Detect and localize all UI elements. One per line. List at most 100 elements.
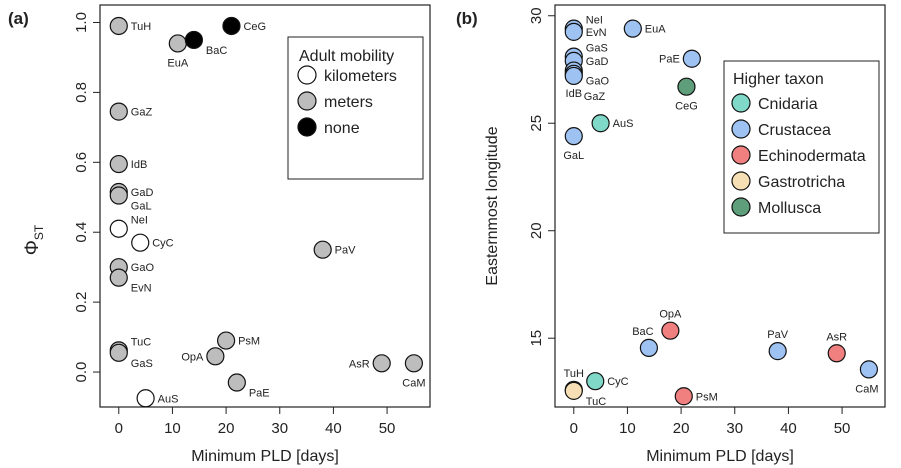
point-label-tuh: TuH <box>131 21 151 33</box>
x-tick-label: 40 <box>780 420 797 437</box>
legend-label-mollusca: Mollusca <box>758 200 821 217</box>
x-tick-label: 50 <box>834 420 851 437</box>
panel-a: (a) 0 10 20 30 40 50 0.0 0.2 0.4 0.6 0.8 1.0 Minim… <box>8 4 431 465</box>
point-aus <box>136 389 155 408</box>
point-ceg <box>222 16 241 36</box>
point-label-evn: EvN <box>586 27 607 39</box>
legend-swatch-cnidaria <box>731 93 751 113</box>
point-label-aus: AuS <box>158 393 179 405</box>
point-cam <box>404 354 424 373</box>
x-axis-b: 0 10 20 30 40 50 <box>570 406 851 437</box>
x-tick-label: 20 <box>673 420 690 437</box>
point-evn <box>109 268 128 287</box>
point-label-gad: GaD <box>586 56 609 68</box>
point-label-cam: CaM <box>402 377 425 389</box>
y-axis-b: 15 20 25 30 <box>528 7 555 347</box>
x-tick-label: 10 <box>619 420 636 437</box>
legend-entries-a: kilometers meters none <box>297 65 397 137</box>
point-label-psm: PsM <box>696 391 718 403</box>
legend-swatch-mollusca <box>731 197 751 217</box>
point-opa <box>206 347 225 366</box>
point-label-gas: GaS <box>586 43 608 55</box>
y-tick-label: 1.0 <box>73 12 90 33</box>
y-tick-label: 20 <box>528 222 545 239</box>
y-tick-label: 15 <box>528 330 545 347</box>
legend-swatch-meters <box>297 91 317 111</box>
x-tick-label: 0 <box>115 420 123 437</box>
point-label-opa: OpA <box>659 309 682 321</box>
legend-label-none: none <box>324 120 360 137</box>
x-tick-label: 30 <box>726 420 743 437</box>
point-label-opa: OpA <box>181 351 204 363</box>
point-cyc <box>131 233 150 252</box>
point-tuc <box>564 381 583 400</box>
point-label-pae: PaE <box>659 54 680 66</box>
point-label-tuc: TuC <box>131 336 151 348</box>
point-label-ceg: CeG <box>243 21 266 33</box>
legend-label-echinodermata: Echinodermata <box>758 148 866 165</box>
point-label-asr: AsR <box>826 331 847 343</box>
point-pav <box>313 240 332 259</box>
legend-label-crustacea: Crustacea <box>758 122 831 139</box>
point-label-ceg: CeG <box>675 101 698 113</box>
point-label-nei: NeI <box>131 215 148 227</box>
y-tick-label: 0.8 <box>73 82 90 103</box>
x-axis-a: 0 10 20 30 40 50 <box>115 406 395 437</box>
legend-label-meters: meters <box>324 94 373 111</box>
point-asr <box>827 344 846 363</box>
point-label-idb: IdB <box>566 88 583 100</box>
point-label-pav: PaV <box>767 329 788 341</box>
panel-b-tag: (b) <box>456 9 478 28</box>
point-label-tuh: TuH <box>564 368 584 380</box>
point-label-eua: EuA <box>167 57 188 69</box>
point-evn <box>564 22 583 41</box>
point-label-evn: EvN <box>131 283 152 295</box>
legend-title-a: Adult mobility <box>299 48 394 65</box>
point-tuh <box>109 16 128 36</box>
point-gaz <box>109 102 128 121</box>
point-ceg <box>677 77 696 96</box>
series-points-a: TuH GaZ IdB GaD GaL NeI GaO EvN TuC GaS CyC AuS EuA B… <box>109 16 426 408</box>
point-label-idb: IdB <box>131 159 148 171</box>
point-label-gaz: GaZ <box>131 107 153 119</box>
point-label-nei: NeI <box>586 15 603 27</box>
point-idb <box>109 154 128 174</box>
point-gal <box>109 186 128 205</box>
point-label-cam: CaM <box>855 383 878 395</box>
x-tick-label: 30 <box>271 420 288 437</box>
legend-label-gastrotricha: Gastrotricha <box>758 174 845 191</box>
legend-b: Higher taxon Cnidaria Crustacea Echinoderm… <box>723 60 880 234</box>
point-gas <box>109 343 128 362</box>
x-tick-label: 10 <box>164 420 181 437</box>
point-label-tuc: TuC <box>586 396 606 408</box>
point-bac <box>639 338 659 357</box>
point-label-psm: PsM <box>238 336 260 348</box>
y-axis-subscript-a: ST <box>32 224 46 240</box>
legend-swatch-gastrotricha <box>731 171 751 191</box>
legend-swatch-echinodermata <box>731 145 751 165</box>
x-axis-title-b: Minimum PLD [days] <box>646 448 794 465</box>
point-eua <box>623 19 642 38</box>
legend-a: Adult mobility kilometers meters none <box>287 36 424 180</box>
legend-label-cnidaria: Cnidaria <box>758 96 818 113</box>
point-label-gaz: GaZ <box>584 91 606 103</box>
point-label-gao: GaO <box>131 262 155 274</box>
x-tick-label: 20 <box>218 420 235 437</box>
point-gal <box>564 127 583 146</box>
x-axis-title-a: Minimum PLD [days] <box>191 448 339 465</box>
point-pae <box>682 49 701 68</box>
point-label-gas: GaS <box>131 358 153 370</box>
point-opa <box>661 321 680 340</box>
y-axis-symbol-a: Φ <box>22 240 43 255</box>
point-psm <box>674 387 693 406</box>
point-label-gal: GaL <box>563 150 584 162</box>
y-tick-label: 0.4 <box>73 222 90 243</box>
point-cyc <box>586 372 605 391</box>
point-gaz <box>564 66 583 86</box>
panel-a-tag: (a) <box>8 9 29 28</box>
point-eua <box>168 34 187 53</box>
point-aus <box>591 114 610 133</box>
point-cam <box>859 360 879 379</box>
